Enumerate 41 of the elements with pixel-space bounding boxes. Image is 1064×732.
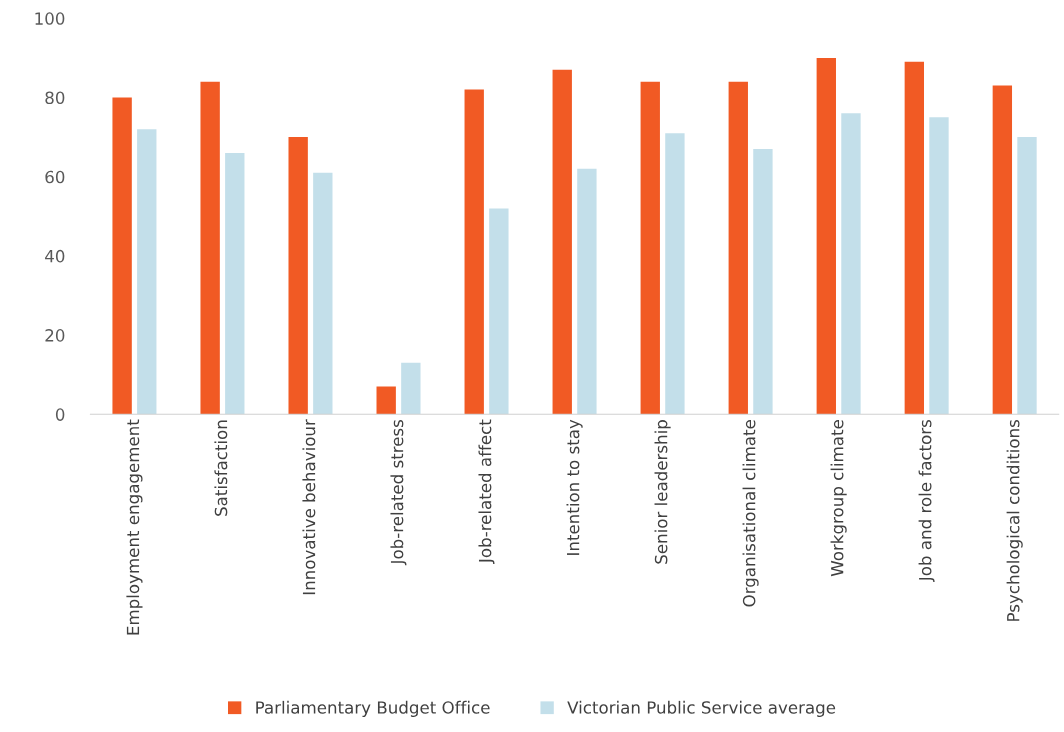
bar	[225, 152, 245, 415]
bar	[640, 81, 660, 415]
x-tick-label: Job-related stress	[390, 419, 407, 566]
x-tick-label: Job and role factors	[918, 419, 935, 583]
bar	[401, 362, 421, 415]
bar	[112, 97, 132, 415]
bar	[816, 57, 836, 415]
bar	[313, 172, 333, 415]
legend-label: Parliamentary Budget Office	[256, 700, 490, 717]
x-tick-label: Organisational climate	[742, 420, 759, 607]
x-tick-label: Satisfaction	[214, 420, 228, 516]
bar	[288, 137, 308, 415]
x-tick-label: Intention to stay	[566, 419, 583, 555]
y-tick-label: 40	[45, 249, 65, 263]
bar	[376, 386, 396, 415]
bar	[464, 89, 484, 415]
bar	[665, 133, 685, 415]
bar	[841, 113, 861, 415]
x-tick-label: Employment engagement	[126, 419, 143, 635]
bar	[929, 117, 949, 415]
y-tick-label: 0	[55, 408, 65, 421]
bar	[1017, 137, 1037, 415]
y-tick-label: 60	[45, 170, 65, 184]
x-tick-label: Senior leadership	[654, 420, 671, 564]
legend-label: Victorian Public Service average	[567, 700, 836, 717]
y-tick-label: 20	[45, 329, 65, 342]
bar	[137, 129, 157, 415]
bar	[489, 208, 509, 415]
y-tick-label: 100	[35, 12, 65, 25]
bar	[577, 168, 597, 415]
x-tick-label: Innovative behaviour	[302, 419, 316, 595]
bar	[200, 81, 220, 415]
bar	[728, 81, 748, 415]
bar	[992, 85, 1013, 415]
x-tick-label: Workgroup climate	[830, 420, 847, 577]
x-tick-label: Job-related affect	[478, 419, 495, 564]
bar	[753, 148, 773, 415]
x-tick-label: Psychological conditions	[1006, 419, 1023, 621]
bar	[904, 61, 925, 415]
bar	[552, 69, 572, 415]
y-tick-label: 80	[45, 91, 65, 105]
